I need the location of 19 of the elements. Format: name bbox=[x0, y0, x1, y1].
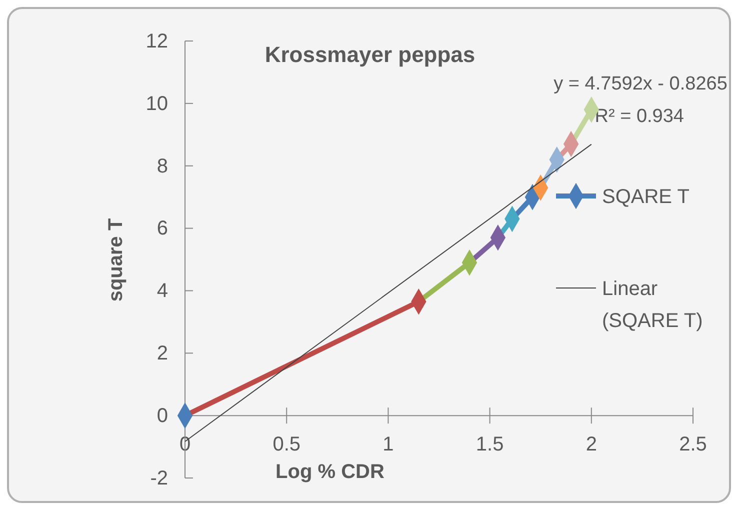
y-tick-label: 2 bbox=[156, 342, 168, 365]
y-tick-label: 8 bbox=[156, 155, 168, 178]
x-axis-title: Log % CDR bbox=[276, 461, 385, 483]
chart-title: Krossmayer peppas bbox=[264, 42, 476, 67]
x-tick-label: 2.5 bbox=[679, 434, 707, 456]
legend-label: SQARE T bbox=[602, 186, 690, 208]
x-tick-label: 2 bbox=[586, 434, 597, 456]
x-tick-label: 1 bbox=[382, 434, 394, 456]
y-axis-title: square T bbox=[105, 218, 127, 302]
y-tick-label: 10 bbox=[146, 92, 168, 115]
y-tick-label: 6 bbox=[156, 218, 168, 240]
legend-label: Linear (SQARE T) bbox=[602, 278, 703, 332]
x-tick-label: 0.5 bbox=[272, 434, 301, 456]
y-tick-label: 4 bbox=[156, 280, 168, 302]
annotation: y = 4.7592x - 0.8265 bbox=[554, 73, 728, 94]
y-tick-label: 0 bbox=[156, 404, 168, 427]
x-tick-label: 1.5 bbox=[476, 434, 504, 456]
y-tick-label: 12 bbox=[146, 30, 168, 52]
y-tick-label: -2 bbox=[150, 467, 168, 490]
